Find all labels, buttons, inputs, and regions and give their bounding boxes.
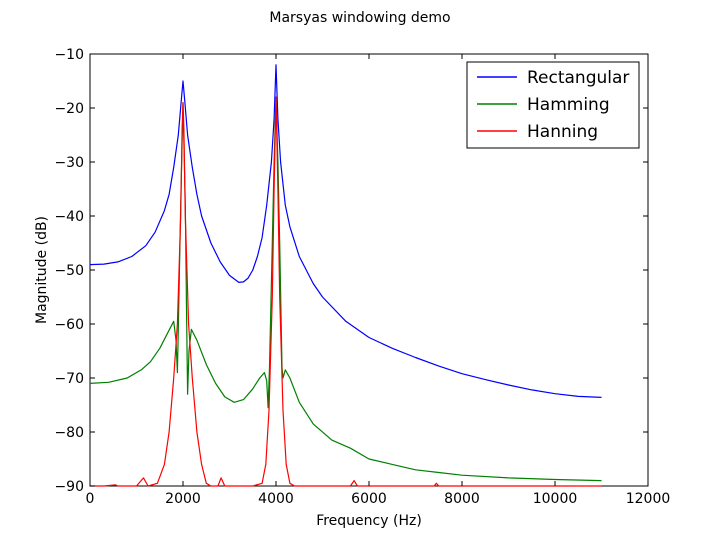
legend: Rectangular Hamming Hanning xyxy=(466,61,640,149)
y-tick-label: −10 xyxy=(54,47,84,63)
y-axis-ticks: −10 −20 −30 −40 −50 −60 −70 −80 −90 xyxy=(54,47,648,495)
y-tick-label: −30 xyxy=(54,155,84,171)
plot-area: 0 2000 4000 6000 8000 10000 12000 −10 −20 −30 −40… xyxy=(54,47,670,507)
x-tick-label: 10000 xyxy=(533,491,578,507)
legend-label-hanning: Hanning xyxy=(527,122,598,142)
y-tick-label: −70 xyxy=(54,371,84,387)
x-tick-label: 6000 xyxy=(351,491,387,507)
x-tick-label: 0 xyxy=(86,491,95,507)
x-tick-label: 8000 xyxy=(444,491,480,507)
legend-label-hamming: Hamming xyxy=(527,95,610,115)
series-line-hanning xyxy=(90,96,602,487)
x-tick-label: 12000 xyxy=(626,491,671,507)
y-tick-label: −80 xyxy=(54,425,84,441)
chart-title: Marsyas windowing demo xyxy=(269,10,450,26)
x-axis-label: Frequency (Hz) xyxy=(316,513,422,529)
x-tick-label: 2000 xyxy=(165,491,201,507)
x-tick-label: 4000 xyxy=(258,491,294,507)
x-axis-ticks: 0 2000 4000 6000 8000 10000 12000 xyxy=(86,54,671,507)
series-line-hamming xyxy=(89,96,602,482)
series-line-rectangular xyxy=(89,64,602,398)
y-axis-label: Magnitude (dB) xyxy=(34,216,50,324)
y-tick-label: −20 xyxy=(54,101,84,117)
y-tick-label: −90 xyxy=(54,479,84,495)
y-tick-label: −60 xyxy=(54,317,84,333)
y-tick-label: −50 xyxy=(54,263,84,279)
legend-label-rectangular: Rectangular xyxy=(527,68,629,88)
series-layer xyxy=(89,64,602,487)
y-tick-label: −40 xyxy=(54,209,84,225)
